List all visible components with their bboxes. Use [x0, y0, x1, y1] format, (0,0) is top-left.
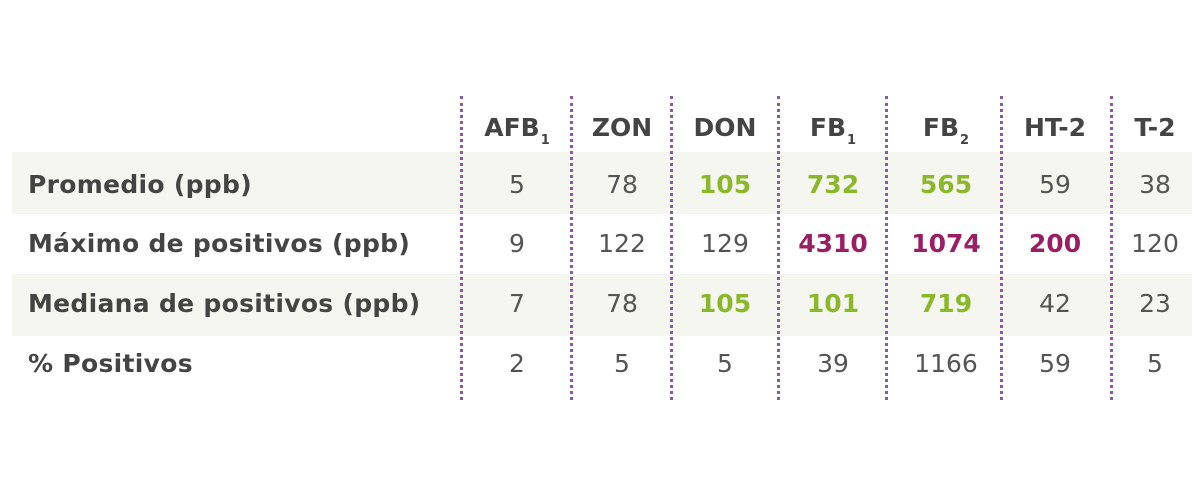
table-cell: 23 [1139, 289, 1171, 318]
table-cell: 105 [698, 289, 752, 318]
table-cell: 39 [817, 349, 849, 378]
table-cell: 129 [701, 229, 749, 258]
table-cell: 732 [806, 170, 860, 199]
row-shade [12, 152, 1192, 214]
column-header-text: FB [809, 113, 847, 142]
table-cell: 719 [919, 289, 973, 318]
column-divider [670, 96, 673, 400]
column-header: ZON [572, 108, 672, 148]
table-cell: 5 [509, 170, 525, 199]
table-cell: 101 [806, 289, 860, 318]
table-cell: 78 [606, 289, 638, 318]
table-cell: 1166 [914, 349, 978, 378]
column-header-subscript: 1 [847, 133, 857, 148]
table-cell: 1074 [911, 229, 981, 258]
column-header: HT-2 [1005, 108, 1105, 148]
table-cell: 105 [698, 170, 752, 199]
row-label: Máximo de positivos (ppb) [28, 229, 411, 258]
table-cell: 5 [614, 349, 630, 378]
row-label: Mediana de positivos (ppb) [28, 289, 421, 318]
table-cell: 122 [598, 229, 646, 258]
column-header-text: AFB [484, 113, 540, 142]
column-header: DON [675, 108, 775, 148]
column-header-subscript: 1 [540, 133, 550, 148]
column-header-text: ZON [591, 113, 653, 142]
row-label: Promedio (ppb) [28, 170, 252, 199]
table-cell: 2 [509, 349, 525, 378]
column-header-text: T-2 [1134, 113, 1176, 142]
column-header: AFB1 [467, 108, 567, 148]
column-divider [777, 96, 780, 400]
table-cell: 5 [1147, 349, 1163, 378]
column-header-text: DON [693, 113, 757, 142]
row-shade [12, 274, 1192, 336]
table-cell: 9 [509, 229, 525, 258]
column-header: T-2 [1105, 108, 1200, 148]
table-cell: 4310 [798, 229, 868, 258]
table-cell: 38 [1139, 170, 1171, 199]
column-divider [460, 96, 463, 400]
table-cell: 565 [919, 170, 973, 199]
column-header: FB1 [783, 108, 883, 148]
table-cell: 42 [1039, 289, 1071, 318]
table-cell: 7 [509, 289, 525, 318]
table-cell: 200 [1028, 229, 1082, 258]
table-cell: 59 [1039, 170, 1071, 199]
column-divider [1110, 96, 1113, 400]
table-cell: 5 [717, 349, 733, 378]
table-cell: 120 [1131, 229, 1179, 258]
column-divider [1000, 96, 1003, 400]
table-cell: 78 [606, 170, 638, 199]
column-divider [570, 96, 573, 400]
column-header-subscript: 2 [960, 133, 970, 148]
column-header-text: FB [922, 113, 960, 142]
column-header-text: HT-2 [1023, 113, 1087, 142]
row-label: % Positivos [28, 349, 193, 378]
column-header: FB2 [896, 108, 996, 148]
table-cell: 59 [1039, 349, 1071, 378]
column-divider [885, 96, 888, 400]
